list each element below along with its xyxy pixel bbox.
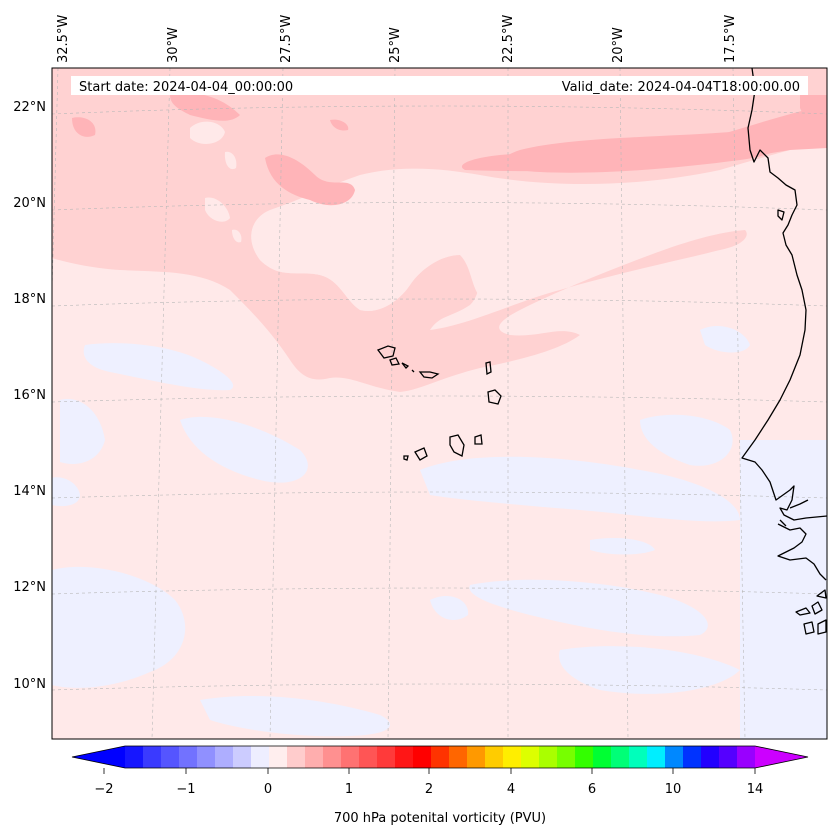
colorbar-cell	[575, 746, 594, 768]
lat-label: 20°N	[13, 196, 46, 211]
colorbar-tick-label: −2	[94, 782, 113, 797]
colorbar-cell	[701, 746, 720, 768]
colorbar-cell	[449, 746, 468, 768]
longitude-labels: 32.5°W 30°W 27.5°W 25°W 22.5°W 20°W 17.5…	[56, 15, 738, 63]
africa-coastline	[741, 68, 827, 521]
colorbar-cell	[233, 746, 252, 768]
colorbar-cell	[341, 746, 360, 768]
colorbar-tick-label: 14	[747, 782, 764, 797]
lon-label: 32.5°W	[56, 15, 71, 63]
colorbar-cell	[737, 746, 756, 768]
lon-label: 25°W	[388, 27, 403, 63]
lat-label: 10°N	[13, 677, 46, 692]
lat-label: 12°N	[13, 580, 46, 595]
colorbar-cell	[215, 746, 234, 768]
colorbar-cell	[125, 746, 144, 768]
colorbar-cell	[719, 746, 738, 768]
lat-label: 22°N	[13, 100, 46, 115]
coastline	[741, 68, 827, 635]
map-panel	[52, 68, 827, 739]
colorbar-cell	[611, 746, 630, 768]
map-frame	[51, 67, 828, 740]
colorbar-ticks	[103, 768, 756, 774]
colorbar-cells	[125, 746, 756, 768]
colorbar-cell	[179, 746, 198, 768]
pv-field-light-blue	[52, 325, 827, 739]
colorbar-tick-label: −1	[176, 782, 195, 797]
colorbar-cell	[413, 746, 432, 768]
colorbar-cell	[377, 746, 396, 768]
colorbar-cell	[647, 746, 666, 768]
lon-label: 17.5°W	[723, 15, 738, 63]
colorbar-outline	[71, 745, 809, 769]
colorbar-under-arrow	[72, 746, 125, 768]
latitude-labels: 22°N 20°N 18°N 16°N 14°N 12°N 10°N	[13, 100, 46, 692]
colorbar: −2 −1 0 1 2 4 6 10 14 700 hPa potenital …	[71, 745, 809, 826]
colorbar-cell	[305, 746, 324, 768]
colorbar-cell	[251, 746, 270, 768]
colorbar-cell	[557, 746, 576, 768]
colorbar-tick-labels: −2 −1 0 1 2 4 6 10 14	[94, 782, 763, 797]
lon-label: 20°W	[611, 27, 626, 63]
lon-label: 22.5°W	[501, 15, 516, 63]
colorbar-cell	[197, 746, 216, 768]
colorbar-cell	[485, 746, 504, 768]
lon-label: 27.5°W	[279, 15, 294, 63]
lat-label: 18°N	[13, 292, 46, 307]
lat-label: 14°N	[13, 484, 46, 499]
lon-label: 30°W	[166, 27, 181, 63]
cape-verde-islands	[376, 345, 502, 461]
colorbar-cell	[683, 746, 702, 768]
start-date-label: Start date: 2024-04-04_00:00:00	[79, 80, 293, 95]
colorbar-tick-label: 4	[507, 782, 515, 797]
colorbar-tick-label: 2	[425, 782, 433, 797]
colorbar-tick-label: 10	[665, 782, 682, 797]
colorbar-cell	[431, 746, 450, 768]
colorbar-cell	[287, 746, 306, 768]
pv-field-lighter-pockets	[190, 121, 746, 311]
colorbar-cell	[467, 746, 486, 768]
valid-date-label: Valid_date: 2024-04-04T18:00:00.00	[562, 80, 800, 95]
lat-label: 16°N	[13, 388, 46, 403]
colorbar-cell	[359, 746, 378, 768]
colorbar-tick-label: 6	[588, 782, 596, 797]
colorbar-cell	[629, 746, 648, 768]
colorbar-cell	[503, 746, 522, 768]
colorbar-cell	[161, 746, 180, 768]
colorbar-tick-label: 0	[264, 782, 272, 797]
colorbar-cell	[521, 746, 540, 768]
colorbar-label: 700 hPa potenital vorticity (PVU)	[334, 811, 546, 826]
colorbar-cell	[143, 746, 162, 768]
colorbar-cell	[593, 746, 612, 768]
pv-field-dark-pink	[72, 68, 827, 206]
colorbar-cell	[269, 746, 288, 768]
colorbar-cell	[323, 746, 342, 768]
colorbar-over-arrow	[755, 746, 808, 768]
graticule	[52, 68, 827, 739]
colorbar-cell	[539, 746, 558, 768]
colorbar-cell	[395, 746, 414, 768]
colorbar-tick-label: 1	[345, 782, 353, 797]
header-box	[71, 76, 808, 95]
colorbar-cell	[665, 746, 684, 768]
